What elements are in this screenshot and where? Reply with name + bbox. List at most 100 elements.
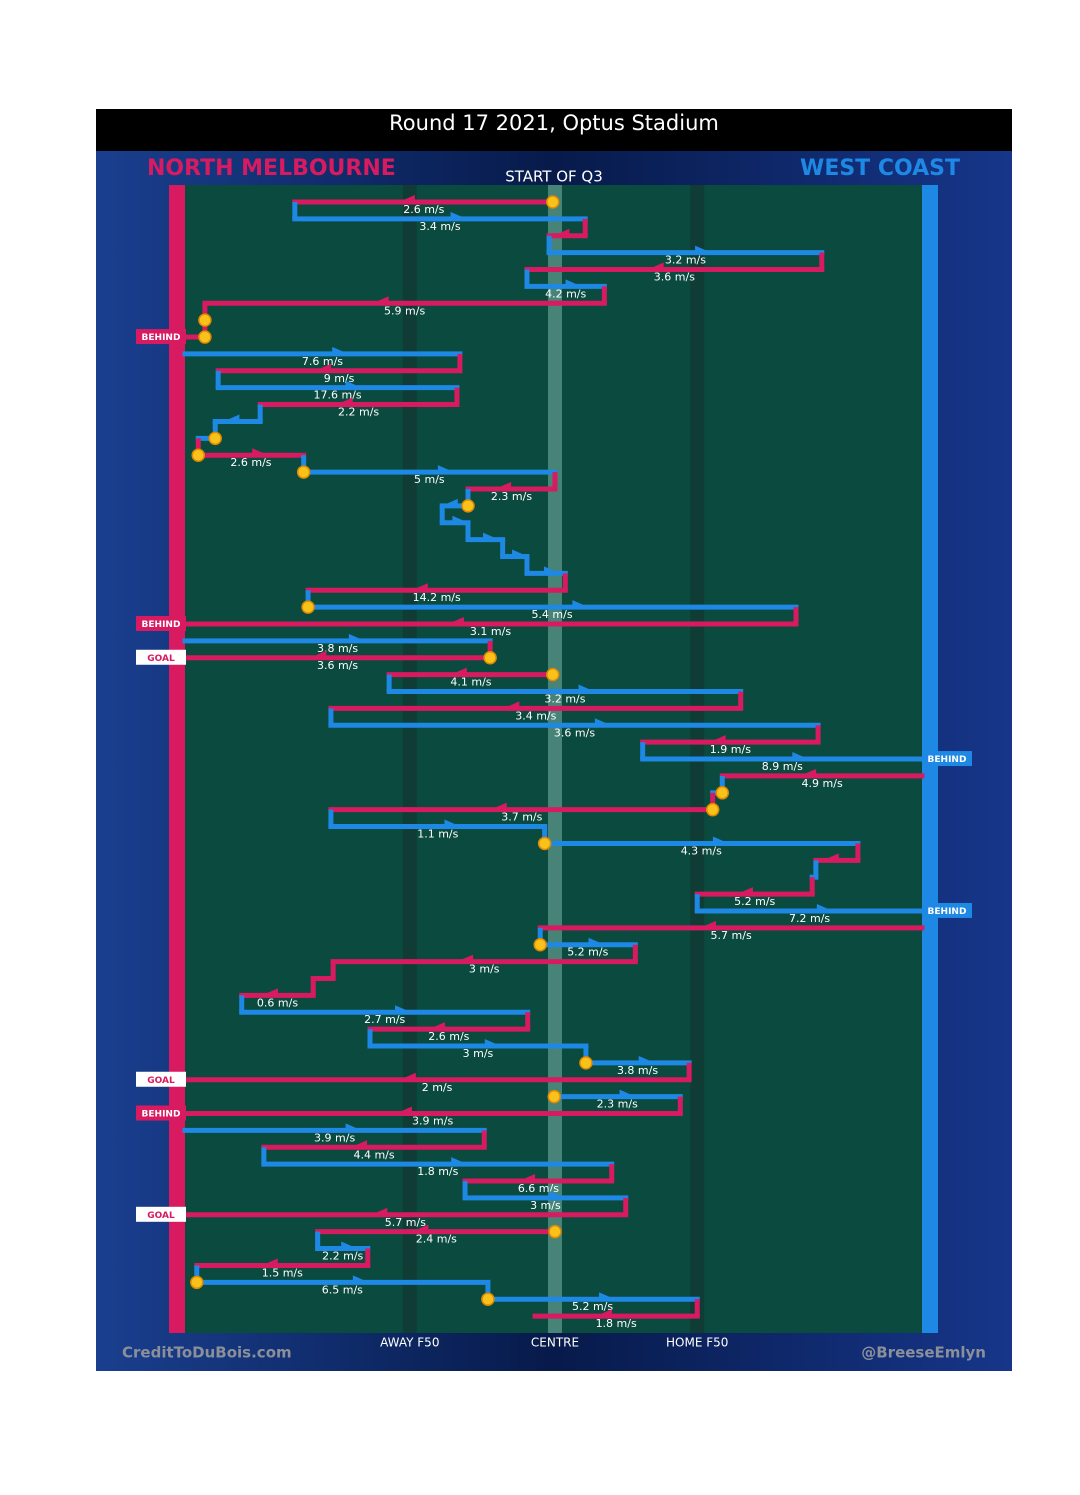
contest-marker bbox=[546, 195, 560, 209]
subtitle: START OF Q3 bbox=[505, 168, 603, 186]
result-label: GOAL bbox=[147, 654, 175, 664]
away-team: WEST COAST bbox=[800, 156, 960, 181]
arrow bbox=[398, 195, 415, 202]
speed-label: 2.2 m/s bbox=[338, 406, 379, 419]
speed-label: 7.6 m/s bbox=[302, 355, 343, 368]
arrow bbox=[792, 752, 809, 760]
speed-label: 2.6 m/s bbox=[428, 1030, 469, 1043]
contest-marker bbox=[481, 1292, 495, 1306]
speed-label: 3.9 m/s bbox=[314, 1131, 355, 1144]
arrow bbox=[594, 718, 611, 726]
speed-label: 3 m/s bbox=[530, 1199, 561, 1212]
arrow bbox=[223, 414, 240, 422]
contest-marker bbox=[715, 786, 730, 800]
contest-marker bbox=[533, 937, 547, 952]
speed-label: 7.2 m/s bbox=[789, 912, 830, 925]
speed-label: 3.7 m/s bbox=[501, 811, 542, 824]
speed-label: 5.7 m/s bbox=[385, 1216, 426, 1229]
speed-label: 3.4 m/s bbox=[515, 709, 556, 722]
arrow bbox=[252, 448, 269, 456]
speed-label: 3.6 m/s bbox=[317, 659, 358, 672]
arrow bbox=[503, 701, 520, 709]
arrow bbox=[619, 1089, 636, 1097]
speed-label: 2.6 m/s bbox=[230, 456, 271, 469]
arrow bbox=[447, 617, 464, 624]
speed-label: 5.2 m/s bbox=[734, 895, 775, 908]
speed-label: 5.2 m/s bbox=[567, 946, 608, 959]
arrow bbox=[351, 1140, 368, 1148]
credit-right: @BreeseEmlyn bbox=[861, 1344, 986, 1362]
arrow bbox=[395, 1106, 412, 1114]
arrow bbox=[596, 1309, 613, 1317]
title: Round 17 2021, Optus Stadium bbox=[389, 111, 719, 135]
contest-marker bbox=[191, 448, 206, 462]
speed-label: 1.1 m/s bbox=[417, 828, 458, 841]
contest-marker bbox=[198, 313, 212, 327]
result-badge bbox=[136, 329, 186, 345]
arrow bbox=[261, 1258, 278, 1266]
arrow bbox=[588, 937, 605, 945]
speed-label: 3.2 m/s bbox=[544, 693, 585, 706]
home-team: NORTH MELBOURNE bbox=[147, 156, 396, 181]
speed-label: 6.6 m/s bbox=[518, 1182, 559, 1195]
arrow bbox=[816, 903, 833, 911]
arrow bbox=[441, 498, 458, 506]
speed-label: 2.4 m/s bbox=[416, 1233, 457, 1246]
zone-line bbox=[402, 185, 417, 1333]
arrow bbox=[395, 1005, 412, 1013]
arrow bbox=[736, 887, 753, 895]
result-badge bbox=[136, 1206, 186, 1222]
arrow bbox=[451, 1157, 468, 1165]
speed-label: 5.9 m/s bbox=[384, 304, 425, 317]
speed-label: 3 m/s bbox=[463, 1047, 494, 1060]
credit-left: CreditToDuBois.com bbox=[122, 1344, 292, 1362]
arrow bbox=[348, 633, 365, 641]
arrow bbox=[399, 1072, 416, 1080]
result-badge bbox=[136, 1105, 186, 1121]
speed-label: 0.6 m/s bbox=[257, 996, 298, 1009]
arrow bbox=[549, 1190, 566, 1198]
speed-label: 8.9 m/s bbox=[762, 760, 803, 773]
speed-label: 3.8 m/s bbox=[617, 1064, 658, 1077]
speed-label: 5.2 m/s bbox=[572, 1300, 613, 1313]
speed-label: 2 m/s bbox=[422, 1081, 453, 1094]
speed-label: 3.4 m/s bbox=[419, 220, 460, 233]
speed-label: 3.6 m/s bbox=[654, 271, 695, 284]
result-label: BEHIND bbox=[142, 333, 181, 343]
arrow bbox=[450, 667, 467, 675]
speed-label: 14.2 m/s bbox=[413, 591, 461, 604]
arrow bbox=[647, 262, 664, 270]
speed-label: 3.8 m/s bbox=[317, 642, 358, 655]
speed-label: 4.3 m/s bbox=[681, 844, 722, 857]
arrow bbox=[519, 1174, 536, 1182]
speed-label: 2.6 m/s bbox=[403, 203, 444, 216]
arrow bbox=[484, 1039, 501, 1046]
arrow bbox=[310, 650, 327, 658]
speed-label: 5.4 m/s bbox=[531, 608, 572, 621]
speed-label: 6.5 m/s bbox=[322, 1283, 363, 1296]
speed-label: 5 m/s bbox=[414, 473, 445, 486]
arrow bbox=[450, 211, 467, 219]
arrow bbox=[712, 836, 729, 844]
arrow bbox=[709, 735, 726, 743]
arrow bbox=[411, 583, 428, 591]
arrow bbox=[261, 988, 278, 996]
speed-label: 1.8 m/s bbox=[417, 1165, 458, 1178]
result-label: BEHIND bbox=[928, 907, 967, 917]
header bbox=[96, 109, 1012, 151]
arrow bbox=[332, 346, 349, 354]
speed-label: 1.5 m/s bbox=[262, 1266, 303, 1279]
result-badge bbox=[922, 751, 972, 767]
arrow bbox=[437, 465, 454, 473]
speed-label: 1.8 m/s bbox=[596, 1317, 637, 1330]
result-label: BEHIND bbox=[142, 620, 181, 630]
contest-marker bbox=[547, 1089, 561, 1104]
speed-label: 3.2 m/s bbox=[665, 254, 706, 267]
arrow bbox=[512, 549, 529, 557]
arrow bbox=[572, 600, 589, 608]
zone-line bbox=[547, 185, 562, 1333]
contest-marker bbox=[705, 802, 720, 817]
arrow bbox=[372, 296, 389, 304]
arrow bbox=[336, 397, 353, 405]
